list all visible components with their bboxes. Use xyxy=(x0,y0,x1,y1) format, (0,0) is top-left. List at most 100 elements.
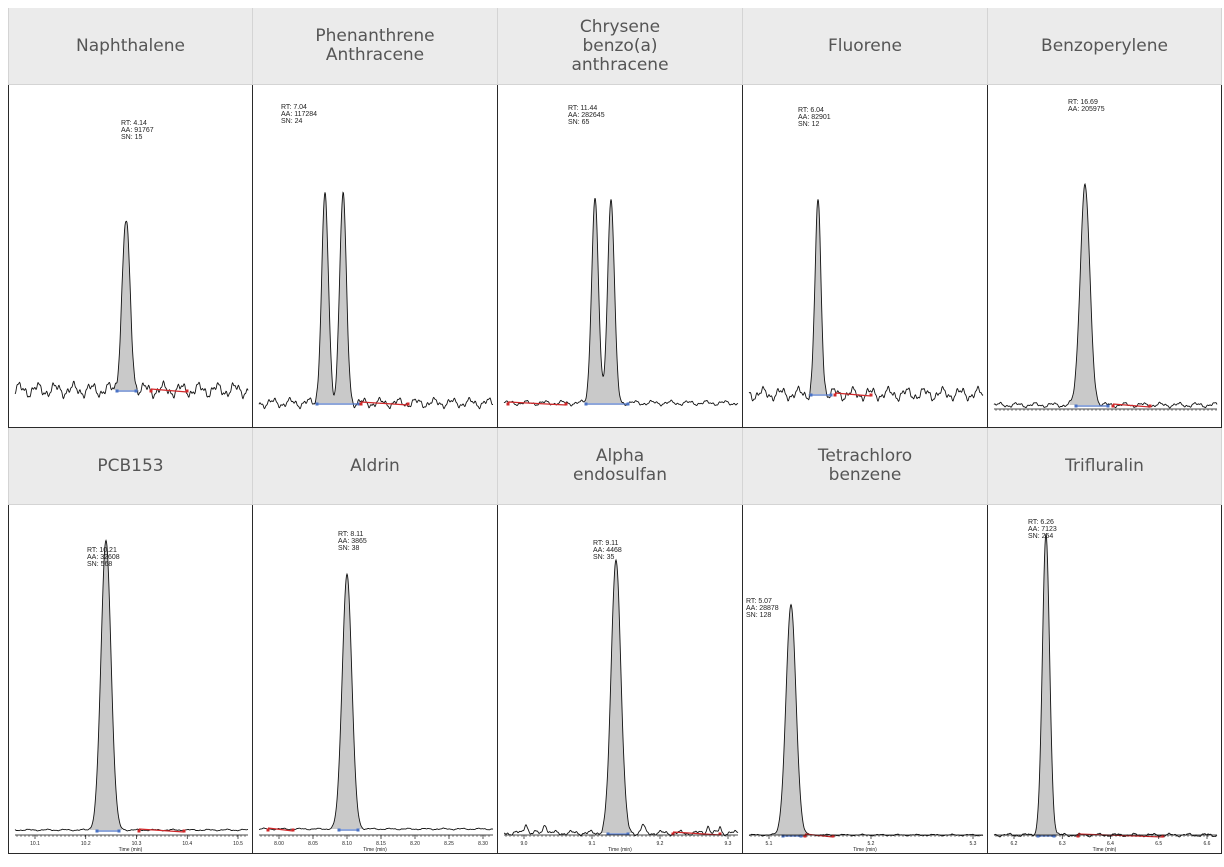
noise-marker xyxy=(1076,834,1080,838)
peak-annotation: RT: 16.69 xyxy=(1068,99,1098,106)
peak-marker xyxy=(626,832,630,836)
peak-area xyxy=(332,192,354,406)
x-tick-label: 8.00 xyxy=(274,841,284,847)
signal-trace xyxy=(748,199,984,403)
peak-marker xyxy=(357,402,361,406)
peak-marker xyxy=(809,393,813,397)
x-tick-label: 10.4 xyxy=(182,841,192,847)
peak-annotation: RT: 6.04 xyxy=(798,107,824,114)
x-tick-label: 6.4 xyxy=(1107,841,1114,847)
chromatogram-naphthalene: RT: 4.14 AA: 91767 SN: 15 xyxy=(8,85,253,428)
x-tick-label: 5.3 xyxy=(970,841,977,847)
peak-area xyxy=(331,574,363,829)
noise-marker xyxy=(1161,834,1165,838)
noise-baseline xyxy=(1077,833,1164,838)
peak-area xyxy=(90,540,122,830)
x-tick-label: 8.10 xyxy=(342,841,352,847)
peak-annotation: RT: 11.44 xyxy=(568,105,597,112)
header-trifluralin: Trifluralin xyxy=(988,428,1222,505)
peak-annotation: AA: 282645 xyxy=(568,112,605,119)
peak-area xyxy=(1034,533,1058,835)
peak-annotation: AA: 117284 xyxy=(281,111,317,118)
peak-annotation: SN: 12 xyxy=(798,121,820,128)
peak-annotation: SN: 24 xyxy=(281,118,303,125)
noise-marker xyxy=(185,389,189,393)
peak-marker xyxy=(337,828,341,832)
chromatogram-alpha-endosulfan: RT: 9.11 AA: 4468 SN: 35 9.0 9.1 9.2 9.3 Time (… xyxy=(498,505,743,854)
noise-marker xyxy=(359,402,363,406)
peak-area xyxy=(600,199,622,403)
peak-marker xyxy=(799,834,803,838)
peak-marker xyxy=(584,402,588,406)
noise-marker xyxy=(137,829,141,833)
chromatogram-trifluralin: RT: 6.26 AA: 7123 SN: 254 6.2 6.3 6.4 6.5 6.6 Ti… xyxy=(988,505,1222,854)
noise-baseline xyxy=(507,401,567,406)
noise-baseline xyxy=(150,388,188,393)
peak-annotation: AA: 3865 xyxy=(338,538,367,545)
peak-annotation: SN: 568 xyxy=(87,561,112,568)
peak-annotation: RT: 8.11 xyxy=(338,531,364,538)
header-benzoperylene: Benzoperylene xyxy=(988,8,1222,85)
x-tick-label: 9.3 xyxy=(725,841,732,847)
peak-marker xyxy=(117,829,121,833)
peak-marker xyxy=(1036,834,1040,838)
x-tick-label: 6.6 xyxy=(1204,841,1211,847)
x-tick-label: 8.20 xyxy=(410,841,420,847)
x-tick-label: 10.1 xyxy=(30,841,40,847)
peak-annotation: AA: 205975 xyxy=(1068,106,1105,113)
peak-annotation: RT: 6.26 xyxy=(1028,519,1054,526)
peak-area xyxy=(600,560,632,834)
peak-annotation: AA: 28878 xyxy=(746,605,779,612)
x-tick-label: 8.30 xyxy=(478,841,488,847)
noise-marker xyxy=(1111,404,1115,408)
noise-baseline xyxy=(834,392,872,397)
noise-baseline xyxy=(267,827,294,832)
signal-trace xyxy=(14,539,249,832)
x-tick-label: 6.2 xyxy=(1011,841,1018,847)
x-tick-label: 8.05 xyxy=(308,841,318,847)
x-tick-label: 8.25 xyxy=(444,841,454,847)
noise-baseline xyxy=(360,401,409,406)
signal-trace xyxy=(993,182,1218,409)
peak-annotation: SN: 65 xyxy=(568,119,590,126)
chromatogram-pcb153: RT: 10.21 AA: 32608 SN: 568 10.1 10.2 10.3 10.… xyxy=(8,505,253,854)
noise-marker xyxy=(1148,404,1152,408)
header-fluorene: Fluorene xyxy=(743,8,988,85)
peak-annotation: RT: 9.11 xyxy=(593,540,619,547)
peak-annotation: RT: 10.21 xyxy=(87,547,117,554)
header-phenanthrene-anthracene: Phenanthrene Anthracene xyxy=(253,8,498,85)
header-aldrin: Aldrin xyxy=(253,428,498,505)
chromatogram-phenanthrene-anthracene: RT: 7.04 AA: 117284 SN: 24 xyxy=(253,85,498,428)
x-tick-label: 5.1 xyxy=(766,841,773,847)
noise-marker xyxy=(291,828,295,832)
peak-marker xyxy=(134,389,138,393)
x-tick-label: 10.3 xyxy=(132,841,142,847)
header-tetrachloro-benzene: Tetrachloro benzene xyxy=(743,428,988,505)
signal-trace xyxy=(258,191,493,410)
chromatogram-tetrachloro-benzene: RT: 5.07 AA: 28878 SN: 128 5.1 5.2 5.3 Time (m… xyxy=(743,505,988,854)
peak-area xyxy=(1069,184,1101,406)
peak-annotation: AA: 32608 xyxy=(87,554,120,561)
signal-trace xyxy=(259,572,494,831)
x-tick-label: 6.3 xyxy=(1059,841,1066,847)
peak-annotation: RT: 5.07 xyxy=(746,598,772,605)
noise-marker xyxy=(506,402,510,406)
chromatogram-benzoperylene: RT: 16.69 AA: 205975 xyxy=(988,85,1222,428)
peak-annotation: SN: 15 xyxy=(121,134,143,141)
signal-trace xyxy=(14,220,249,400)
x-tick-label: 8.15 xyxy=(376,841,386,847)
header-alpha-endosulfan: Alpha endosulfan xyxy=(498,428,743,505)
noise-marker xyxy=(831,834,835,838)
noise-baseline xyxy=(138,828,185,833)
x-axis-label: Time (min) xyxy=(608,847,632,853)
noise-marker xyxy=(869,393,873,397)
peak-area xyxy=(314,192,336,404)
noise-marker xyxy=(671,832,675,836)
peak-marker xyxy=(606,832,610,836)
